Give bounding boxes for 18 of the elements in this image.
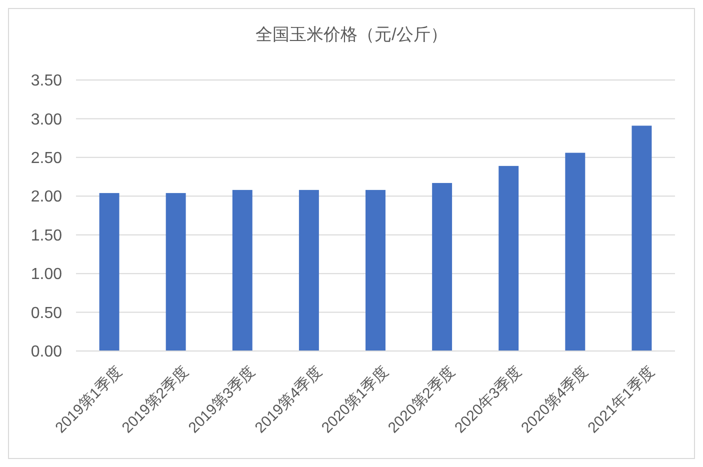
y-tick-label: 0.50 xyxy=(30,304,62,322)
y-tick-label: 2.50 xyxy=(30,150,62,168)
y-tick-label: 3.50 xyxy=(30,72,62,90)
y-tick-label: 1.50 xyxy=(30,227,62,244)
bar xyxy=(565,152,586,351)
bar xyxy=(632,126,652,351)
bar xyxy=(166,193,186,351)
bar xyxy=(99,193,120,351)
y-tick-label: 2.00 xyxy=(30,188,62,206)
bar xyxy=(232,190,252,351)
bar xyxy=(366,190,386,351)
chart-title: 全国玉米价格（元/公斤） xyxy=(256,25,448,44)
bar xyxy=(498,166,519,351)
y-tick-label: 1.00 xyxy=(30,266,62,284)
bar xyxy=(298,190,319,351)
y-tick-label: 3.00 xyxy=(30,111,62,128)
y-tick-label: 0.00 xyxy=(30,344,62,361)
bar xyxy=(432,182,452,351)
